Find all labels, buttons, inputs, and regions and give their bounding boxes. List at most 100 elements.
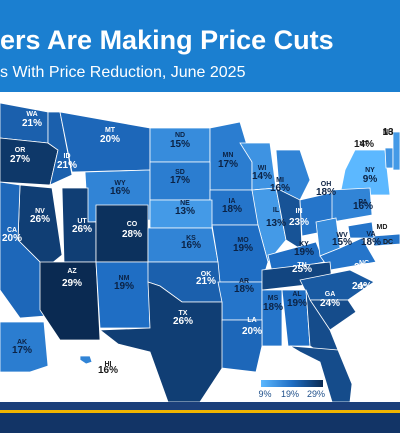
state-abbr-la: LA (247, 317, 256, 324)
state-value-ks: 16% (181, 240, 201, 251)
state-fl (289, 345, 353, 402)
state-value-ok: 21% (196, 276, 216, 287)
state-abbr-al: AL (292, 291, 302, 298)
state-abbr-ia: IA (229, 198, 236, 205)
state-hi (79, 355, 93, 365)
state-il (251, 187, 287, 263)
state-value-wv: 15% (332, 237, 352, 248)
state-value-ak: 17% (12, 345, 32, 356)
state-abbr-mn: MN (223, 152, 234, 159)
state-value-ne: 13% (175, 206, 195, 217)
state-abbr-co: CO (127, 221, 138, 228)
states-layer (0, 102, 400, 402)
state-abbr-nh: NH (383, 129, 393, 136)
state-abbr-az: AZ (67, 268, 77, 275)
state-abbr-tn: TN (297, 262, 306, 269)
footer-bar (0, 402, 400, 410)
page-title: ers Are Making Price Cuts (0, 25, 334, 55)
state-value-co: 28% (122, 229, 142, 240)
state-abbr-ca: CA (7, 227, 17, 234)
state-abbr-ok: OK (201, 271, 212, 278)
state-tx (98, 281, 235, 402)
state-abbr-va: VA (366, 231, 375, 238)
state-value-az: 29% (62, 278, 82, 289)
legend-gradient-bar (261, 380, 323, 387)
state-abbr-id: ID (64, 153, 71, 160)
state-abbr-ut: UT (77, 218, 87, 225)
state-value-ny: 9% (363, 174, 378, 185)
state-abbr-wi: WI (258, 165, 267, 172)
state-value-ga: 24% (320, 298, 340, 309)
state-value-nd: 15% (170, 139, 190, 150)
state-value-fl: 24% (342, 347, 362, 358)
state-value-nc: 22% (354, 262, 374, 273)
state-value-wi: 14% (252, 171, 272, 182)
state-abbr-il: IL (273, 207, 280, 214)
state-value-nh: 13 (382, 127, 394, 138)
state-value-mo: 19% (233, 243, 253, 254)
state-nh (392, 131, 400, 171)
state-la (221, 319, 263, 373)
state-value-al: 19% (287, 298, 307, 309)
legend-max-label: 29% (307, 389, 325, 399)
state-value-ia: 18% (222, 204, 242, 215)
state-value-ar: 18% (234, 284, 254, 295)
state-value-nm: 19% (114, 281, 134, 292)
legend-mid-label: 19% (281, 389, 299, 399)
state-abbr-nm: NM (119, 275, 130, 282)
state-value-la: 20% (242, 326, 262, 337)
state-value-mi: 16% (270, 183, 290, 194)
state-abbr-nd: ND (175, 132, 185, 139)
state-value-pa: 16% (353, 201, 373, 212)
state-value-mn: 17% (218, 159, 238, 170)
state-value-wa: 21% (22, 118, 42, 129)
state-abbr-mo: MO (237, 237, 249, 244)
state-value-wy: 16% (110, 186, 130, 197)
state-vt (384, 147, 394, 169)
state-value-ms: 18% (263, 302, 283, 313)
state-value-ut: 26% (72, 224, 92, 235)
state-value-tn: 25% (292, 264, 312, 275)
state-value-oh: 18% (316, 187, 336, 198)
state-abbr-tx: TX (179, 310, 188, 317)
state-value-hi: 16% (98, 365, 118, 376)
state-value-or: 27% (10, 154, 30, 165)
state-abbr-wa: WA (26, 111, 37, 118)
state-value-va: 18% (361, 237, 381, 248)
state-abbr-md: MD (377, 224, 388, 231)
color-legend: 9% 19% 29% (258, 380, 325, 399)
state-abbr-ar: AR (239, 278, 249, 285)
state-abbr-sd: SD (175, 169, 185, 176)
footer-bottom (0, 413, 400, 433)
state-value-tx: 26% (173, 316, 193, 327)
state-abbr-or: OR (15, 147, 26, 154)
state-abbr-hi: HI (105, 361, 112, 368)
state-value-sd: 17% (170, 175, 190, 186)
state-value-in: 23% (289, 217, 309, 228)
state-abbr-mi: MI (276, 177, 284, 184)
legend-min-label: 9% (258, 389, 271, 399)
state-value-sc: 24% (352, 281, 372, 292)
state-value-il: 13% (266, 218, 286, 229)
state-abbr-ga: GA (325, 291, 336, 298)
state-abbr-ky: KY (299, 241, 309, 248)
state-nm (95, 261, 151, 329)
state-abbr-in: IN (296, 208, 303, 215)
state-value-vt: 14% (354, 139, 374, 150)
state-value-mt: 20% (100, 134, 120, 145)
state-abbr-ny: NY (365, 167, 375, 174)
state-abbr-nc: NC (359, 260, 369, 267)
page-subtitle: s With Price Reduction, June 2025 (0, 64, 246, 81)
state-ak (0, 321, 49, 373)
header-banner: ers Are Making Price Cuts s With Price R… (0, 0, 400, 92)
state-abbr-wy: WY (114, 180, 126, 187)
state-abbr-sc: SC (357, 284, 367, 291)
state-abbr-wv: WV (336, 232, 348, 239)
state-abbr-fl: FL (348, 342, 357, 349)
state-value-id: 21% (57, 160, 77, 171)
state-abbr-pa: PA (358, 199, 367, 206)
state-abbr-ak: AK (17, 339, 27, 346)
footer-accent-line (0, 410, 400, 413)
